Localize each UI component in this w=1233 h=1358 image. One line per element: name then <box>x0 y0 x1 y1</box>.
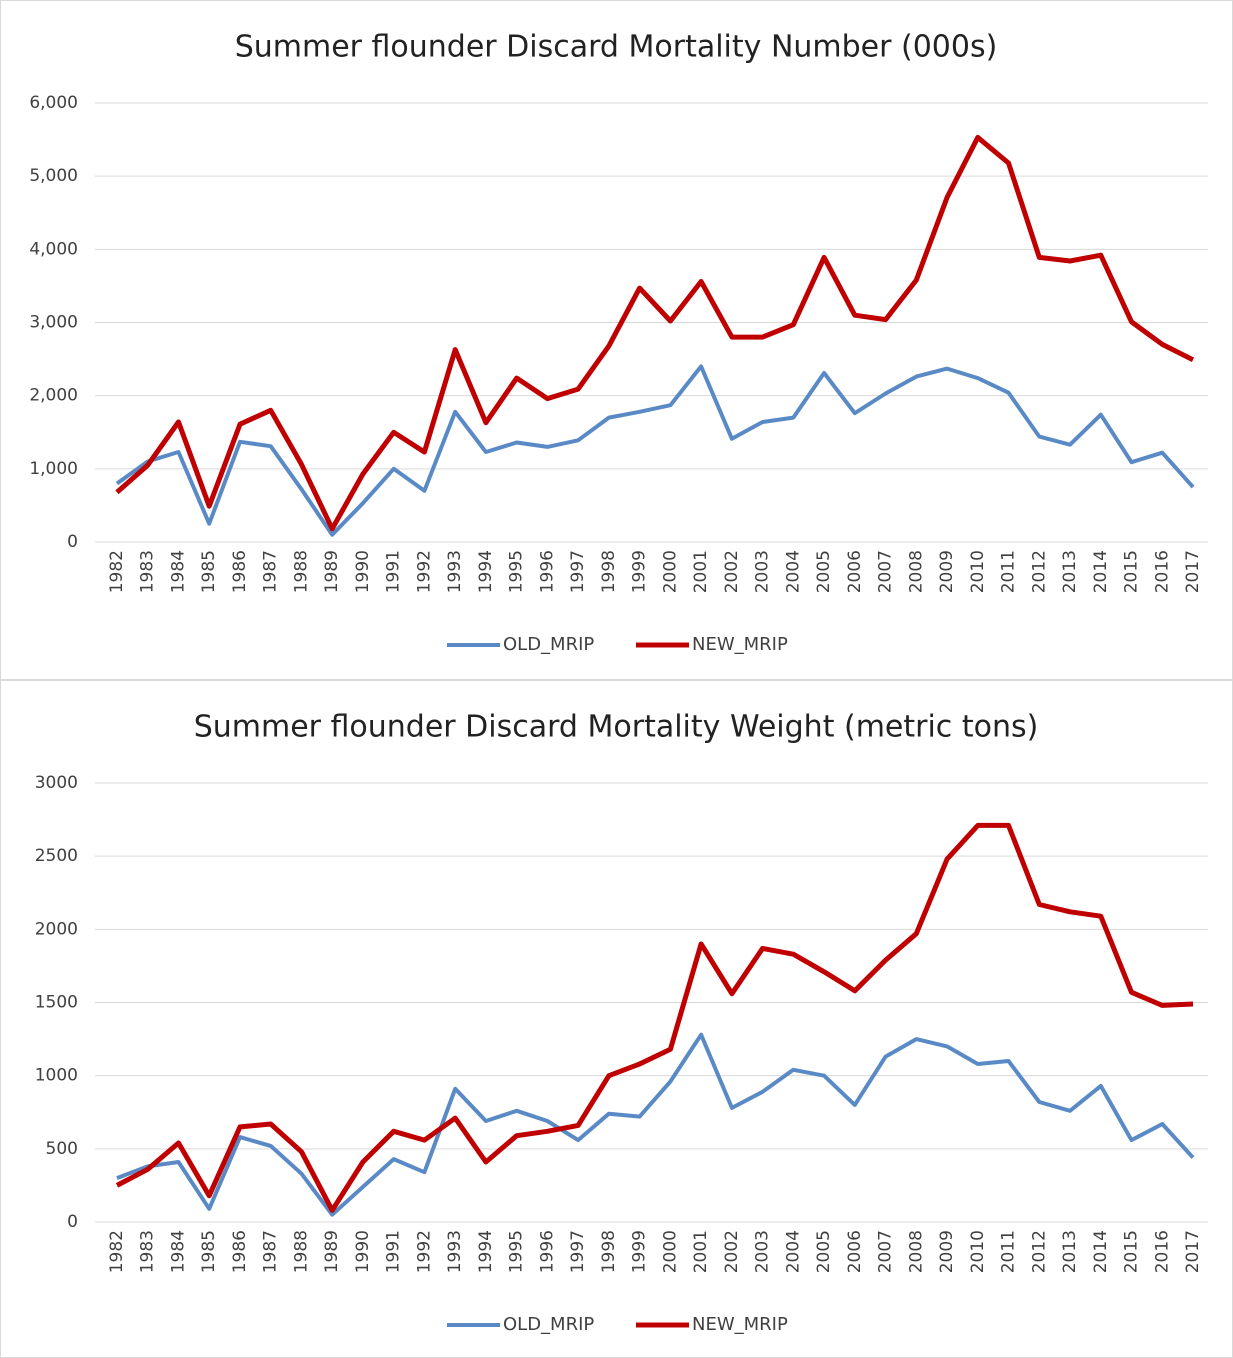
chart-title: Summer flounder Discard Mortality Weight… <box>194 710 1039 745</box>
x-tick-label: 2002 <box>722 1230 742 1273</box>
x-tick-label: 1989 <box>322 1230 342 1273</box>
x-tick-label: 1986 <box>230 1230 250 1273</box>
x-tick-label: 2008 <box>906 550 926 593</box>
x-tick-label: 1995 <box>507 1230 527 1273</box>
y-tick-label: 4,000 <box>29 239 78 259</box>
x-tick-label: 1992 <box>414 550 434 593</box>
x-tick-label: 2013 <box>1060 1230 1080 1273</box>
x-tick-label: 1983 <box>138 550 158 593</box>
x-tick-label: 1995 <box>507 550 527 593</box>
x-tick-label: 1989 <box>322 550 342 593</box>
x-tick-label: 1991 <box>384 550 404 593</box>
x-tick-label: 2004 <box>783 1230 803 1273</box>
y-tick-label: 0 <box>67 1212 78 1232</box>
legend-label: NEW_MRIP <box>692 634 788 655</box>
y-tick-label: 500 <box>46 1139 78 1159</box>
y-tick-label: 2500 <box>35 846 78 866</box>
x-tick-label: 2011 <box>999 550 1019 593</box>
legend-label: OLD_MRIP <box>503 1314 594 1335</box>
x-tick-label: 2011 <box>999 1230 1019 1273</box>
x-tick-label: 1999 <box>630 1230 650 1273</box>
x-tick-label: 2013 <box>1060 550 1080 593</box>
x-tick-label: 2000 <box>660 550 680 593</box>
x-tick-label: 1987 <box>261 1230 281 1273</box>
x-tick-label: 2006 <box>845 1230 865 1273</box>
x-tick-label: 2010 <box>968 550 988 593</box>
x-tick-label: 1988 <box>291 550 311 593</box>
x-tick-label: 1990 <box>353 550 373 593</box>
data-line <box>115 822 1194 1213</box>
data-line <box>115 134 1195 532</box>
chart-title: Summer flounder Discard Mortality Number… <box>235 30 998 65</box>
y-tick-label: 6,000 <box>29 93 78 113</box>
x-tick-label: 2016 <box>1152 550 1172 593</box>
y-tick-label: 2000 <box>35 919 78 939</box>
x-tick-label: 1982 <box>107 1230 127 1273</box>
x-tick-label: 2015 <box>1122 550 1142 593</box>
x-tick-label: 1994 <box>476 1230 496 1273</box>
x-tick-label: 2003 <box>753 1230 773 1273</box>
x-tick-label: 1988 <box>291 1230 311 1273</box>
x-tick-label: 1998 <box>599 550 619 593</box>
chart-frame <box>0 680 1233 1358</box>
x-tick-label: 1999 <box>630 550 650 593</box>
x-tick-label: 1982 <box>107 550 127 593</box>
x-tick-label: 2017 <box>1183 1230 1203 1273</box>
x-tick-label: 2003 <box>753 550 773 593</box>
x-tick-label: 1983 <box>138 1230 158 1273</box>
y-tick-label: 5,000 <box>29 166 78 186</box>
x-tick-label: 2012 <box>1029 1230 1049 1273</box>
y-tick-label: 1,000 <box>29 459 78 479</box>
y-tick-label: 3000 <box>35 773 78 793</box>
y-tick-label: 1000 <box>35 1066 78 1086</box>
x-tick-label: 1991 <box>384 1230 404 1273</box>
x-tick-label: 2014 <box>1091 1230 1111 1273</box>
x-tick-label: 1993 <box>445 1230 465 1273</box>
x-tick-label: 2005 <box>814 550 834 593</box>
y-tick-label: 1500 <box>35 993 78 1013</box>
x-tick-label: 1994 <box>476 550 496 593</box>
x-tick-label: 2009 <box>937 1230 957 1273</box>
x-tick-label: 2014 <box>1091 550 1111 593</box>
x-tick-label: 1990 <box>353 1230 373 1273</box>
legend-label: OLD_MRIP <box>503 634 594 655</box>
x-tick-label: 2001 <box>691 1230 711 1273</box>
y-tick-label: 0 <box>67 532 78 552</box>
x-tick-label: 1992 <box>414 1230 434 1273</box>
x-tick-label: 2017 <box>1183 550 1203 593</box>
x-tick-label: 2001 <box>691 550 711 593</box>
x-tick-label: 1998 <box>599 1230 619 1273</box>
x-tick-label: 1997 <box>568 1230 588 1273</box>
x-tick-label: 2002 <box>722 550 742 593</box>
x-tick-label: 2015 <box>1122 1230 1142 1273</box>
x-tick-label: 1986 <box>230 550 250 593</box>
x-tick-label: 1993 <box>445 550 465 593</box>
x-tick-label: 2007 <box>876 1230 896 1273</box>
x-tick-label: 2000 <box>660 1230 680 1273</box>
x-tick-label: 2012 <box>1029 550 1049 593</box>
legend-label: NEW_MRIP <box>692 1314 788 1335</box>
data-line <box>116 1032 1195 1217</box>
chart-frame <box>0 0 1233 680</box>
x-tick-label: 2004 <box>783 550 803 593</box>
x-tick-label: 1985 <box>199 1230 219 1273</box>
y-tick-label: 3,000 <box>29 313 78 333</box>
y-tick-label: 2,000 <box>29 386 78 406</box>
x-tick-label: 2007 <box>876 550 896 593</box>
x-tick-label: 1984 <box>168 1230 188 1273</box>
x-tick-label: 1985 <box>199 550 219 593</box>
x-tick-label: 2006 <box>845 550 865 593</box>
x-tick-label: 1996 <box>537 1230 557 1273</box>
x-tick-label: 1997 <box>568 550 588 593</box>
x-tick-label: 1996 <box>537 550 557 593</box>
data-line <box>115 364 1195 537</box>
x-tick-label: 2005 <box>814 1230 834 1273</box>
x-tick-label: 2010 <box>968 1230 988 1273</box>
x-tick-label: 2016 <box>1152 1230 1172 1273</box>
x-tick-label: 1987 <box>261 550 281 593</box>
x-tick-label: 1984 <box>168 550 188 593</box>
x-tick-label: 2009 <box>937 550 957 593</box>
x-tick-label: 2008 <box>906 1230 926 1273</box>
